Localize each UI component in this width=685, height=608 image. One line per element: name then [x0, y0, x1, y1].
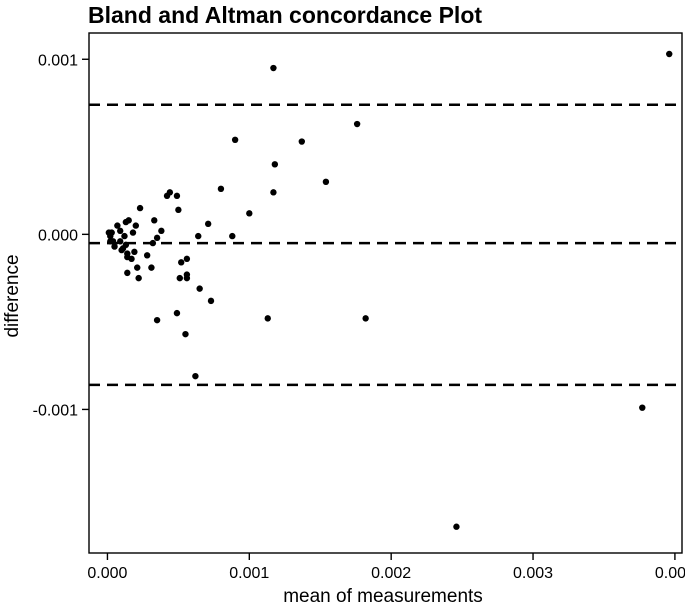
x-axis-label: mean of measurements	[283, 586, 483, 607]
data-point	[196, 285, 203, 292]
data-point	[132, 222, 140, 229]
data-point	[153, 316, 161, 324]
y-tick-label: 0.000	[38, 227, 78, 244]
data-point	[166, 189, 174, 196]
data-point	[270, 64, 277, 72]
data-point	[173, 192, 181, 200]
data-point	[271, 161, 279, 168]
data-point	[246, 210, 253, 217]
data-point	[111, 243, 118, 250]
data-point	[264, 315, 271, 322]
data-point	[108, 229, 115, 236]
x-tick-label: 0.003	[513, 565, 553, 582]
y-tick-label: -0.001	[33, 402, 78, 419]
data-point	[639, 404, 646, 411]
data-point	[192, 372, 199, 380]
data-point	[134, 264, 141, 271]
chart-title: Bland and Altman concordance Plot	[88, 2, 482, 28]
data-point	[666, 50, 673, 58]
data-point	[135, 274, 142, 282]
data-point	[149, 239, 157, 247]
data-point	[182, 330, 189, 338]
data-point	[128, 255, 135, 263]
data-point	[136, 204, 144, 212]
data-point	[231, 136, 239, 144]
data-point	[175, 206, 182, 214]
data-point	[176, 274, 183, 282]
data-point	[151, 217, 158, 224]
data-point	[131, 248, 138, 256]
data-point	[153, 234, 161, 242]
y-axis-label: difference	[2, 254, 23, 337]
data-point	[183, 255, 191, 263]
data-point	[298, 138, 305, 145]
reference-lines	[89, 103, 682, 387]
data-point	[124, 269, 131, 277]
data-point	[270, 189, 277, 196]
data-point	[158, 227, 165, 235]
data-point	[183, 274, 191, 282]
data-points	[105, 50, 673, 530]
data-point	[178, 259, 185, 266]
data-point	[207, 297, 215, 305]
plot-frame	[88, 32, 683, 554]
data-point	[121, 232, 128, 240]
x-tick-label: 0.002	[371, 565, 411, 582]
data-point	[114, 222, 121, 229]
data-point	[117, 238, 124, 245]
data-point	[143, 252, 151, 259]
data-point	[204, 220, 212, 228]
x-tick-label: 0.000	[87, 565, 127, 582]
data-point	[109, 238, 117, 245]
data-point	[362, 315, 369, 322]
data-point	[148, 264, 155, 271]
x-axis: 0.000 0.001 0.002 0.003 0.004	[87, 553, 685, 582]
data-point	[195, 232, 202, 240]
data-point	[129, 229, 137, 236]
data-point	[353, 120, 361, 128]
data-point	[173, 309, 181, 317]
x-tick-label: 0.004	[655, 565, 685, 582]
data-point	[117, 227, 124, 235]
data-point	[125, 217, 132, 224]
data-point	[322, 178, 330, 186]
y-axis: 0.001 0.000 -0.001	[33, 52, 89, 419]
data-point	[122, 241, 130, 249]
data-point	[217, 185, 225, 193]
x-tick-label: 0.001	[229, 565, 269, 582]
data-point	[229, 232, 236, 240]
y-tick-label: 0.001	[38, 52, 78, 69]
data-point	[453, 523, 460, 530]
